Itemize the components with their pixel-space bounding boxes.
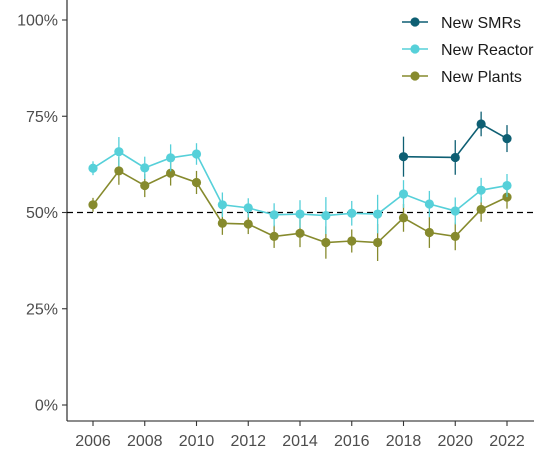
- y-tick-label: 25%: [26, 301, 58, 318]
- data-point: [476, 204, 486, 215]
- series-layer: [88, 111, 512, 262]
- data-point: [166, 153, 176, 163]
- y-tick-label: 50%: [26, 205, 58, 222]
- data-point: [321, 210, 331, 221]
- data-point: [321, 237, 331, 248]
- data-point: [114, 147, 124, 157]
- series-new-reactors: [88, 137, 512, 235]
- data-point: [269, 210, 279, 220]
- data-point: [140, 180, 150, 191]
- y-tick-label: 100%: [17, 13, 58, 30]
- data-point: [243, 203, 253, 213]
- data-point: [347, 236, 357, 246]
- data-point: [502, 180, 512, 191]
- series-line: [403, 122, 508, 159]
- data-point: [424, 227, 434, 238]
- y-tick-label: 0%: [35, 398, 58, 415]
- data-point: [166, 168, 176, 178]
- series-new-smrs: [398, 111, 512, 177]
- data-point: [398, 213, 409, 223]
- legend-item: New Reactors: [402, 42, 534, 59]
- y-axis: 0% 25% 50% 75% 100%: [17, 0, 68, 421]
- legend-label: New SMRs: [441, 15, 521, 32]
- x-tick-label: 2012: [230, 433, 266, 450]
- data-point: [88, 200, 98, 210]
- data-point: [217, 218, 227, 228]
- x-tick-label: 2016: [334, 433, 370, 450]
- legend-item: New Plants: [402, 69, 522, 86]
- series-new-plants: [88, 157, 512, 262]
- data-point: [450, 152, 460, 163]
- data-point: [114, 166, 124, 176]
- data-point: [217, 200, 227, 210]
- data-point: [295, 228, 305, 238]
- x-tick-label: 2022: [489, 433, 525, 450]
- data-point: [398, 152, 409, 162]
- data-point: [476, 119, 486, 129]
- legend-key-point: [410, 71, 420, 81]
- x-tick-label: 2014: [282, 433, 318, 450]
- data-point: [398, 189, 409, 199]
- x-tick-label: 2010: [179, 433, 215, 450]
- data-point: [88, 163, 98, 173]
- data-point: [140, 163, 150, 173]
- legend-key-point: [410, 17, 420, 27]
- data-point: [476, 185, 486, 195]
- x-tick-label: 2020: [437, 433, 473, 450]
- x-tick-label: 2018: [386, 433, 422, 450]
- legend-label: New Plants: [441, 69, 522, 86]
- x-tick-label: 2008: [127, 433, 163, 450]
- y-tick-label: 75%: [26, 109, 58, 126]
- legend-label: New Reactors: [441, 42, 534, 59]
- legend: New SMRs New Reactors New Plants: [402, 15, 534, 86]
- data-point: [295, 209, 305, 219]
- data-point: [424, 199, 434, 209]
- data-point: [347, 208, 357, 218]
- data-point: [373, 209, 383, 219]
- x-axis: 2006 2008 2010 2012 2014 2016 2018 2020 2022: [67, 420, 534, 450]
- data-point: [191, 149, 202, 159]
- data-point: [191, 177, 202, 188]
- legend-key-point: [410, 44, 420, 54]
- data-point: [502, 133, 512, 144]
- data-point: [243, 219, 253, 229]
- data-point: [450, 231, 460, 241]
- legend-item: New SMRs: [402, 15, 521, 32]
- data-point: [269, 231, 279, 241]
- data-point: [373, 237, 383, 248]
- x-tick-label: 2006: [75, 433, 111, 450]
- data-point: [450, 206, 460, 216]
